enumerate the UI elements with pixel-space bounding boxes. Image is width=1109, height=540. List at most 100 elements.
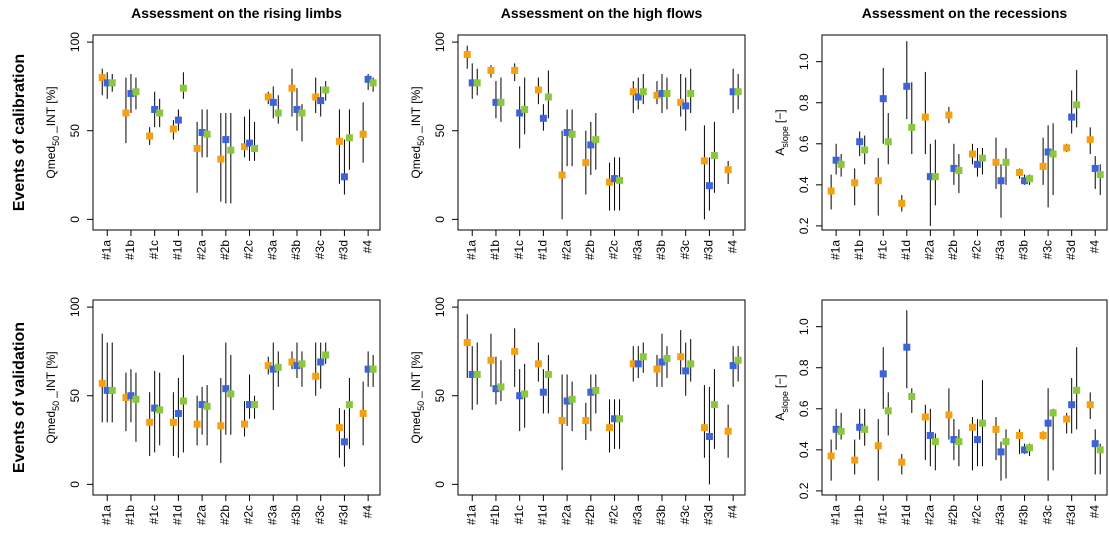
x-tick-label: #2c	[242, 240, 256, 259]
point	[269, 98, 277, 106]
x-tick-label: #2c	[607, 240, 621, 259]
point	[156, 109, 164, 117]
y-axis-label: Qmed50 _INT [%]	[409, 351, 426, 443]
x-tick-label: #1c	[512, 240, 526, 259]
point	[997, 448, 1005, 456]
point	[1063, 415, 1071, 423]
point	[611, 175, 619, 183]
point	[1091, 164, 1099, 172]
point	[568, 395, 576, 403]
point	[497, 98, 505, 106]
point	[639, 88, 647, 96]
point	[592, 386, 600, 394]
point	[1016, 169, 1024, 177]
x-tick-label: #1a	[828, 505, 842, 525]
y-tick-label: 1.0	[797, 318, 811, 335]
point	[1091, 440, 1099, 448]
x-tick-label: #1c	[512, 505, 526, 524]
point	[634, 93, 642, 101]
point	[1039, 431, 1047, 439]
point	[992, 425, 1000, 433]
y-tick-label: 100	[68, 297, 82, 317]
point	[724, 427, 732, 435]
y-tick-label: 0.6	[797, 400, 811, 417]
point	[156, 406, 164, 414]
point	[710, 401, 718, 409]
plot-frame	[821, 299, 1108, 496]
point	[1044, 148, 1052, 156]
x-tick-label: #1b	[488, 240, 502, 260]
point	[1026, 175, 1034, 183]
point	[293, 105, 301, 113]
point	[217, 155, 225, 163]
point	[856, 423, 864, 431]
x-tick-label: #1c	[147, 240, 161, 259]
x-tick-label: #3b	[654, 240, 668, 260]
point	[734, 88, 742, 96]
point	[312, 93, 320, 101]
x-tick-label: #3d	[702, 240, 716, 260]
point	[629, 88, 637, 96]
point	[606, 178, 614, 186]
point	[227, 146, 235, 154]
point	[950, 164, 958, 172]
point	[705, 182, 713, 190]
point	[534, 360, 542, 368]
y-label-sub: 50	[416, 136, 426, 146]
point	[997, 177, 1005, 185]
x-tick-label: #1d	[171, 240, 185, 260]
point	[663, 355, 671, 362]
y-label-main: A	[773, 148, 787, 156]
point	[710, 152, 718, 160]
x-tick-label: #2c	[242, 505, 256, 524]
point	[1068, 401, 1076, 409]
x-tick-label: #3d	[337, 240, 351, 260]
point	[317, 97, 325, 105]
point	[903, 82, 911, 90]
x-tick-label: #3c	[1040, 505, 1054, 524]
x-tick-label: #1d	[536, 505, 550, 525]
point	[492, 98, 500, 106]
point	[103, 79, 111, 87]
y-axis-label: Qmed50 _INT [%]	[44, 86, 61, 178]
point	[516, 109, 524, 117]
point	[544, 93, 552, 101]
x-tick-label: #2c	[607, 505, 621, 524]
point	[269, 365, 277, 373]
point	[1039, 162, 1047, 170]
y-tick-label: 100	[433, 32, 447, 52]
x-tick-label: #3a	[993, 240, 1007, 260]
point	[663, 90, 671, 97]
point	[587, 388, 595, 396]
point	[251, 401, 259, 409]
point	[1002, 438, 1010, 446]
point	[534, 86, 542, 94]
point	[345, 401, 353, 409]
point	[132, 395, 140, 403]
plot-frame	[457, 299, 746, 496]
y-tick-label: 0.8	[797, 359, 811, 376]
point	[611, 415, 619, 423]
point	[658, 90, 666, 97]
y-label-main: A	[773, 413, 787, 421]
point	[1049, 409, 1057, 417]
point	[606, 424, 614, 432]
point	[468, 370, 476, 378]
point	[246, 139, 254, 147]
panel-title: Assessment on the high flows	[501, 5, 703, 21]
y-label-main: Qmed	[44, 411, 58, 444]
x-tick-label: #3d	[1064, 505, 1078, 525]
point	[1063, 144, 1071, 152]
point	[174, 409, 182, 417]
y-tick-label: 50	[68, 124, 82, 138]
point	[345, 134, 353, 142]
point	[729, 362, 737, 370]
point	[851, 179, 859, 187]
point	[1021, 177, 1029, 185]
x-tick-label: #2a	[923, 505, 937, 525]
x-tick-label: #4	[360, 240, 374, 254]
point	[264, 93, 272, 101]
x-tick-label: #2b	[218, 240, 232, 260]
point	[335, 137, 343, 145]
point	[217, 422, 225, 430]
